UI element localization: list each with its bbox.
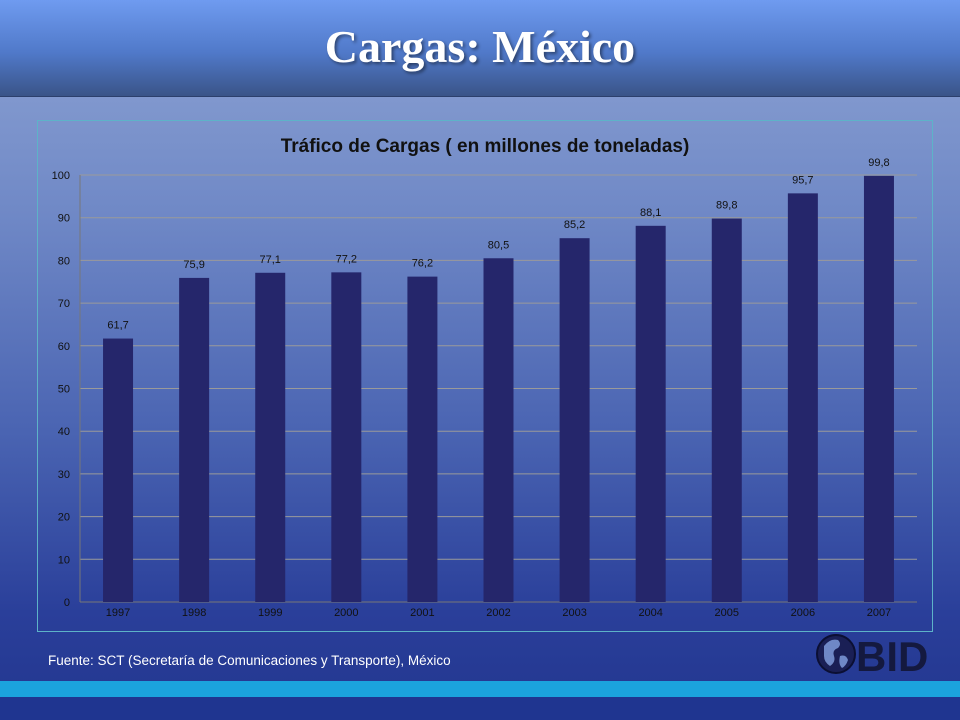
- y-tick-label: 10: [58, 554, 70, 566]
- x-tick-label: 2005: [715, 607, 739, 619]
- data-label: 99,8: [868, 157, 889, 169]
- bar: [255, 272, 286, 602]
- x-tick-label: 2002: [486, 607, 510, 619]
- chart-frame: Tráfico de Cargas ( en millones de tonel…: [37, 120, 933, 632]
- y-tick-label: 100: [52, 170, 70, 182]
- y-tick-label: 80: [58, 255, 70, 267]
- y-tick-label: 20: [58, 512, 70, 524]
- y-tick-label: 60: [58, 341, 70, 353]
- data-label: 77,2: [336, 253, 357, 265]
- globe-icon: [816, 634, 856, 674]
- y-tick-label: 0: [64, 597, 70, 609]
- bar: [559, 238, 590, 603]
- data-label: 95,7: [792, 174, 813, 186]
- x-tick-label: 2000: [334, 607, 358, 619]
- y-tick-label: 30: [58, 469, 70, 481]
- x-tick-label: 2007: [867, 607, 891, 619]
- chart-title: Tráfico de Cargas ( en millones de tonel…: [281, 136, 690, 157]
- y-tick-label: 90: [58, 213, 70, 225]
- bar: [407, 276, 438, 602]
- x-tick-label: 1998: [182, 607, 206, 619]
- x-tick-label: 1997: [106, 607, 130, 619]
- bar: [103, 338, 134, 602]
- title-bar: Cargas: México: [0, 0, 960, 97]
- x-tick-label: 2004: [638, 607, 662, 619]
- bar: [483, 258, 514, 602]
- data-label: 77,1: [260, 254, 281, 266]
- bar: [711, 218, 742, 602]
- data-label: 80,5: [488, 239, 509, 251]
- x-tick-label: 2006: [791, 607, 815, 619]
- y-tick-label: 50: [58, 384, 70, 396]
- bar: [635, 225, 666, 603]
- data-label: 61,7: [107, 320, 128, 332]
- x-tick-label: 2003: [562, 607, 586, 619]
- bar: [863, 175, 894, 602]
- bar: [179, 277, 210, 602]
- data-label: 89,8: [716, 200, 737, 212]
- y-tick-label: 70: [58, 298, 70, 310]
- data-label: 75,9: [183, 259, 204, 271]
- bar: [331, 272, 362, 602]
- x-tick-label: 1999: [258, 607, 282, 619]
- slide-title: Cargas: México: [324, 21, 636, 72]
- bar: [787, 193, 818, 602]
- bar-chart: Tráfico de Cargas ( en millones de tonel…: [52, 136, 917, 619]
- x-tick-label: 2001: [410, 607, 434, 619]
- footer-band: [0, 681, 960, 697]
- footer-strip: [0, 697, 960, 720]
- data-label: 76,2: [412, 258, 433, 270]
- data-label: 88,1: [640, 207, 661, 219]
- data-label: 85,2: [564, 219, 585, 231]
- source-note: Fuente: SCT (Secretaría de Comunicacione…: [48, 653, 451, 668]
- bid-logo: BID: [816, 633, 928, 680]
- bid-logo-text: BID: [856, 633, 928, 680]
- y-tick-label: 40: [58, 426, 70, 438]
